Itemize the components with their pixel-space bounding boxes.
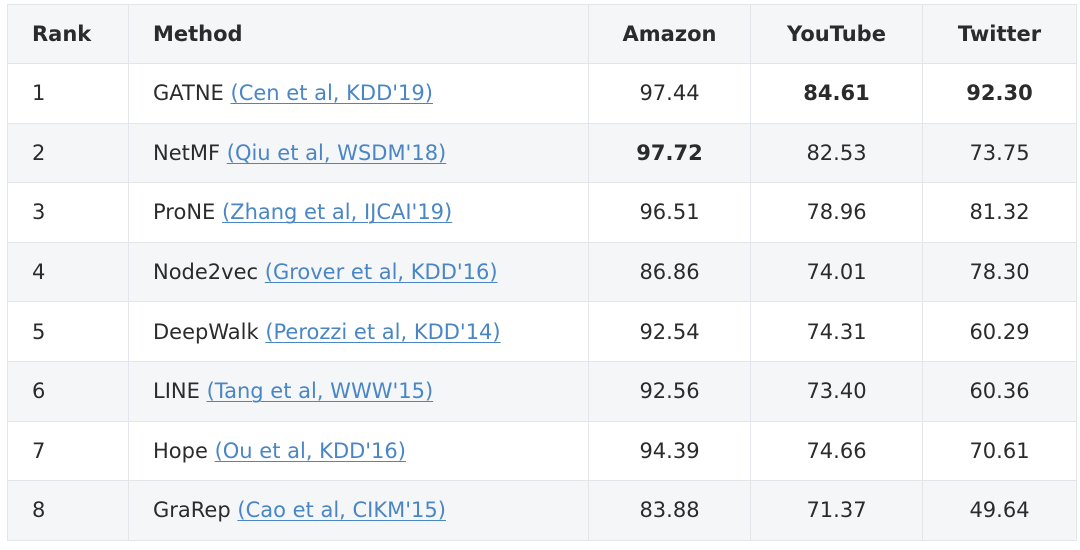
table-row: 2 NetMF (Qiu et al, WSDM'18) 97.72 82.53 73.… — [7, 122, 1077, 184]
paper-reference-link[interactable]: (Ou et al, KDD'16) — [214, 438, 406, 463]
twitter-score-cell: 81.32 — [922, 182, 1077, 243]
method-cell: GraRep (Cao et al, CIKM'15) — [128, 480, 589, 541]
rank-cell: 6 — [7, 360, 129, 422]
method-name: GraRep — [153, 498, 231, 523]
method-cell: DeepWalk (Perozzi et al, KDD'14) — [128, 301, 589, 362]
twitter-score-cell: 73.75 — [922, 122, 1077, 184]
results-table: Rank Method Amazon YouTube Twitter 1 GATN… — [7, 4, 1077, 541]
youtube-score-cell: 71.37 — [750, 480, 923, 541]
youtube-score-cell: 84.61 — [750, 63, 923, 124]
paper-reference-link[interactable]: (Cao et al, CIKM'15) — [237, 498, 446, 523]
method-name: NetMF — [153, 140, 221, 165]
youtube-score-cell: 73.40 — [750, 360, 923, 422]
rank-cell: 4 — [7, 241, 129, 303]
paper-reference-link[interactable]: (Grover et al, KDD'16) — [264, 260, 498, 285]
results-table-container: Rank Method Amazon YouTube Twitter 1 GATN… — [7, 4, 1077, 541]
amazon-score-cell: 83.88 — [588, 480, 751, 541]
method-name: GATNE — [153, 81, 224, 106]
table-row: 6 LINE (Tang et al, WWW'15) 92.56 73.40 60.3… — [7, 360, 1077, 422]
method-name: ProNE — [153, 200, 216, 225]
method-cell: LINE (Tang et al, WWW'15) — [128, 360, 589, 422]
rank-cell: 8 — [7, 480, 129, 541]
paper-reference-link[interactable]: (Qiu et al, WSDM'18) — [226, 140, 447, 165]
twitter-score-cell: 92.30 — [922, 63, 1077, 124]
rank-cell: 3 — [7, 182, 129, 243]
youtube-score-cell: 74.31 — [750, 301, 923, 362]
paper-reference-link[interactable]: (Cen et al, KDD'19) — [230, 81, 433, 106]
method-cell: Hope (Ou et al, KDD'16) — [128, 420, 589, 482]
method-name: LINE — [153, 379, 200, 404]
rank-cell: 7 — [7, 420, 129, 482]
method-cell: NetMF (Qiu et al, WSDM'18) — [128, 122, 589, 184]
twitter-score-cell: 70.61 — [922, 420, 1077, 482]
twitter-score-cell: 78.30 — [922, 241, 1077, 303]
table-row: 5 DeepWalk (Perozzi et al, KDD'14) 92.54 74… — [7, 301, 1077, 362]
table-row: 8 GraRep (Cao et al, CIKM'15) 83.88 71.37 49… — [7, 480, 1077, 541]
header-amazon: Amazon — [588, 4, 751, 64]
table-row: 3 ProNE (Zhang et al, IJCAI'19) 96.51 78.96… — [7, 182, 1077, 243]
table-row: 1 GATNE (Cen et al, KDD'19) 97.44 84.61 92.3… — [7, 63, 1077, 124]
table-row: 4 Node2vec (Grover et al, KDD'16) 86.86 74.… — [7, 241, 1077, 303]
method-name: DeepWalk — [153, 319, 259, 344]
table-header-row: Rank Method Amazon YouTube Twitter — [7, 4, 1077, 64]
twitter-score-cell: 60.36 — [922, 360, 1077, 422]
twitter-score-cell: 60.29 — [922, 301, 1077, 362]
method-cell: GATNE (Cen et al, KDD'19) — [128, 63, 589, 124]
paper-reference-link[interactable]: (Tang et al, WWW'15) — [206, 379, 434, 404]
method-name: Hope — [153, 438, 208, 463]
header-rank: Rank — [7, 4, 129, 64]
youtube-score-cell: 82.53 — [750, 122, 923, 184]
header-twitter: Twitter — [922, 4, 1077, 64]
amazon-score-cell: 94.39 — [588, 420, 751, 482]
amazon-score-cell: 92.54 — [588, 301, 751, 362]
paper-reference-link[interactable]: (Zhang et al, IJCAI'19) — [221, 200, 453, 225]
method-name: Node2vec — [153, 260, 259, 285]
header-method: Method — [128, 4, 589, 64]
youtube-score-cell: 78.96 — [750, 182, 923, 243]
method-cell: Node2vec (Grover et al, KDD'16) — [128, 241, 589, 303]
amazon-score-cell: 97.44 — [588, 63, 751, 124]
rank-cell: 1 — [7, 63, 129, 124]
method-cell: ProNE (Zhang et al, IJCAI'19) — [128, 182, 589, 243]
twitter-score-cell: 49.64 — [922, 480, 1077, 541]
amazon-score-cell: 92.56 — [588, 360, 751, 422]
amazon-score-cell: 97.72 — [588, 122, 751, 184]
youtube-score-cell: 74.01 — [750, 241, 923, 303]
amazon-score-cell: 86.86 — [588, 241, 751, 303]
amazon-score-cell: 96.51 — [588, 182, 751, 243]
youtube-score-cell: 74.66 — [750, 420, 923, 482]
header-youtube: YouTube — [750, 4, 923, 64]
rank-cell: 2 — [7, 122, 129, 184]
rank-cell: 5 — [7, 301, 129, 362]
paper-reference-link[interactable]: (Perozzi et al, KDD'14) — [265, 319, 501, 344]
table-row: 7 Hope (Ou et al, KDD'16) 94.39 74.66 70.61 — [7, 420, 1077, 482]
